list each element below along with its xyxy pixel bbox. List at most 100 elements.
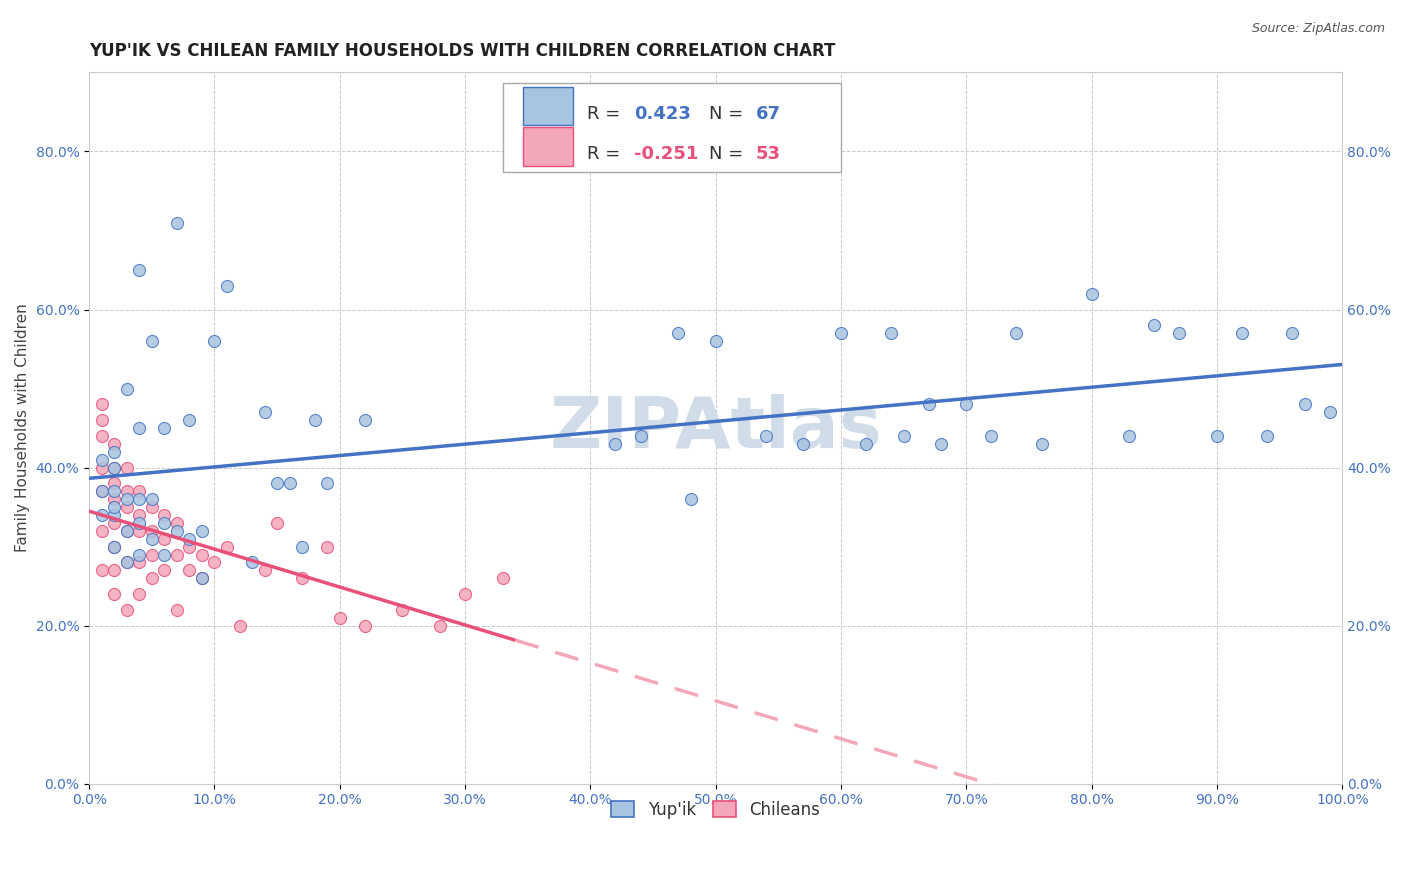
Point xyxy=(353,413,375,427)
Point xyxy=(215,540,238,554)
Y-axis label: Family Households with Children: Family Households with Children xyxy=(15,303,30,552)
Point xyxy=(191,571,214,585)
Point xyxy=(128,524,150,538)
FancyBboxPatch shape xyxy=(523,128,572,166)
Point xyxy=(893,429,915,443)
Point xyxy=(166,524,188,538)
Point xyxy=(128,484,150,499)
Point xyxy=(128,516,150,530)
Point xyxy=(103,460,125,475)
Text: -0.251: -0.251 xyxy=(634,145,699,162)
Point xyxy=(153,508,176,522)
Text: 0.423: 0.423 xyxy=(634,104,692,122)
Point xyxy=(605,437,627,451)
Point xyxy=(291,540,314,554)
Point xyxy=(141,500,163,515)
Point xyxy=(316,540,339,554)
Point xyxy=(1118,429,1140,443)
Point xyxy=(454,587,477,601)
Point xyxy=(1319,405,1341,419)
Point xyxy=(103,516,125,530)
Point xyxy=(103,437,125,451)
Point xyxy=(679,492,702,507)
Point xyxy=(115,556,138,570)
Point xyxy=(166,516,188,530)
Point xyxy=(204,556,226,570)
Point xyxy=(153,532,176,546)
Point xyxy=(204,334,226,348)
Point xyxy=(918,397,941,411)
Point xyxy=(755,429,778,443)
Point xyxy=(1005,326,1028,341)
Point xyxy=(880,326,903,341)
Point xyxy=(90,460,112,475)
Point xyxy=(115,460,138,475)
Point xyxy=(166,216,188,230)
Point xyxy=(128,492,150,507)
Point xyxy=(215,278,238,293)
Legend: Yup'ik, Chileans: Yup'ik, Chileans xyxy=(605,794,827,825)
Point xyxy=(153,548,176,562)
Point xyxy=(955,397,977,411)
Text: Source: ZipAtlas.com: Source: ZipAtlas.com xyxy=(1251,22,1385,36)
FancyBboxPatch shape xyxy=(503,83,841,172)
Point xyxy=(191,548,214,562)
Point xyxy=(391,603,413,617)
Text: R =: R = xyxy=(586,104,626,122)
Text: N =: N = xyxy=(710,104,749,122)
Point xyxy=(103,476,125,491)
Point xyxy=(90,484,112,499)
Point xyxy=(1143,318,1166,333)
Point xyxy=(103,508,125,522)
Point xyxy=(115,556,138,570)
Text: R =: R = xyxy=(586,145,626,162)
Point xyxy=(792,437,814,451)
Point xyxy=(141,334,163,348)
Point xyxy=(1294,397,1316,411)
Point xyxy=(90,508,112,522)
Point xyxy=(253,563,276,577)
Text: 67: 67 xyxy=(756,104,780,122)
Point xyxy=(191,571,214,585)
Point xyxy=(1206,429,1229,443)
Point xyxy=(855,437,877,451)
Point xyxy=(1168,326,1191,341)
Point xyxy=(1281,326,1303,341)
Point xyxy=(278,476,301,491)
Text: YUP'IK VS CHILEAN FAMILY HOUSEHOLDS WITH CHILDREN CORRELATION CHART: YUP'IK VS CHILEAN FAMILY HOUSEHOLDS WITH… xyxy=(89,42,835,60)
Point xyxy=(929,437,952,451)
Point xyxy=(179,540,201,554)
Text: ZIPAtlas: ZIPAtlas xyxy=(550,393,882,463)
Point xyxy=(103,563,125,577)
Point xyxy=(266,476,288,491)
Point xyxy=(103,484,125,499)
Point xyxy=(141,492,163,507)
Point xyxy=(115,492,138,507)
Point xyxy=(291,571,314,585)
Point xyxy=(429,618,451,632)
Point xyxy=(90,429,112,443)
Point xyxy=(103,540,125,554)
Point xyxy=(128,548,150,562)
Point xyxy=(141,571,163,585)
Point xyxy=(1256,429,1278,443)
Point xyxy=(153,563,176,577)
Point xyxy=(141,524,163,538)
Point xyxy=(103,444,125,458)
Point xyxy=(90,413,112,427)
Point xyxy=(1031,437,1053,451)
Point xyxy=(141,548,163,562)
Point xyxy=(830,326,852,341)
Point xyxy=(329,611,352,625)
Point xyxy=(103,492,125,507)
Point xyxy=(253,405,276,419)
Point xyxy=(980,429,1002,443)
Point xyxy=(103,500,125,515)
Point xyxy=(266,516,288,530)
Point xyxy=(179,532,201,546)
Point xyxy=(90,397,112,411)
Point xyxy=(128,556,150,570)
Point xyxy=(128,587,150,601)
Point xyxy=(90,563,112,577)
Point xyxy=(166,548,188,562)
